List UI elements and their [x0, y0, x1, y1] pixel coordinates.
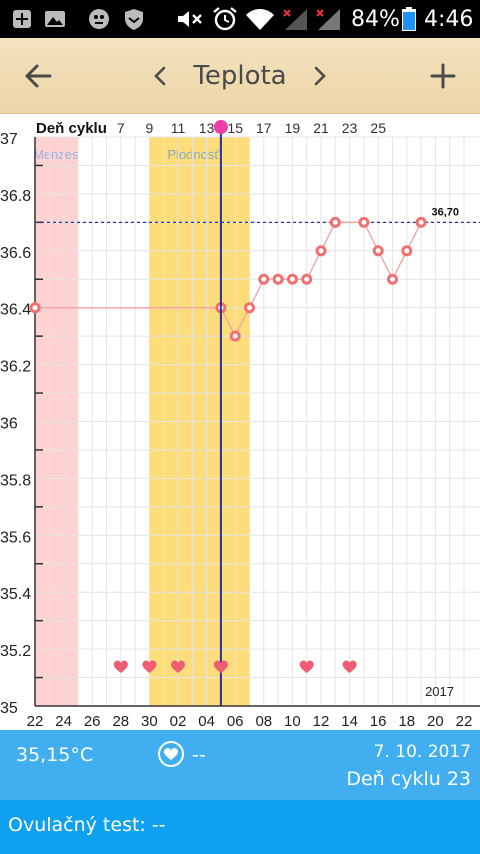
y-tick-label: 35.4 [0, 586, 31, 603]
x-tick-label: 22 [456, 713, 473, 730]
chevron-right-icon [314, 66, 326, 86]
cycle-day-header: Deň cyklu [36, 120, 107, 137]
app-bar: Teplota [0, 38, 480, 114]
previous-button[interactable] [144, 38, 176, 114]
x-tick-label: 30 [141, 713, 158, 730]
current-day-marker[interactable] [213, 120, 228, 134]
x-tick-label: 28 [112, 713, 129, 730]
y-tick-label: 36.4 [0, 302, 31, 319]
temperature-point[interactable] [258, 273, 270, 285]
add-button[interactable] [420, 38, 466, 114]
temperature-point[interactable] [329, 216, 341, 228]
x-tick-label: 18 [398, 713, 415, 730]
signal-icon [283, 9, 307, 30]
info-bar: 35,15°C -- 7. 10. 2017 Deň cyklu 23 [0, 730, 480, 800]
page-title: Teplota [193, 61, 287, 91]
clock: 4:46 [424, 6, 474, 32]
heart-value: -- [192, 744, 206, 766]
cycle-day-value: Deň cyklu 23 [346, 768, 471, 790]
signal-icon-2 [316, 9, 340, 30]
cycle-day-label: 23 [342, 120, 358, 136]
temperature-point[interactable] [358, 216, 370, 228]
date-value: 7. 10. 2017 [373, 742, 471, 762]
x-tick-label: 16 [370, 713, 387, 730]
x-tick-label: 14 [341, 713, 358, 730]
temperature-value: 35,15°C [16, 744, 94, 766]
heart-icon [213, 660, 228, 673]
temperature-point[interactable] [272, 273, 284, 285]
temperature-point[interactable] [301, 273, 313, 285]
mute-icon [178, 11, 202, 27]
temperature-point[interactable] [244, 302, 255, 314]
x-tick-label: 22 [27, 713, 44, 730]
heart-icon [113, 660, 128, 673]
temperature-point[interactable] [401, 245, 413, 257]
x-tick-label: 20 [427, 713, 444, 730]
heart-icon [342, 660, 357, 673]
cycle-day-label: 13 [199, 120, 215, 136]
chevron-left-icon [154, 66, 166, 86]
y-tick-label: 36 [0, 416, 18, 433]
ovulation-bar[interactable]: Ovulačný test: -- [0, 800, 480, 854]
y-tick-label: 35.8 [0, 472, 31, 489]
x-tick-label: 02 [170, 713, 187, 730]
temperature-point[interactable] [387, 273, 398, 285]
arrow-left-icon [25, 64, 52, 88]
cycle-day-label: 17 [256, 120, 272, 136]
shield-icon [125, 9, 143, 30]
cycle-day-label: 9 [146, 120, 154, 136]
temperature-point[interactable] [315, 245, 327, 257]
wifi-icon [246, 9, 274, 30]
y-tick-label: 37 [0, 131, 18, 148]
cycle-day-label: 15 [227, 120, 243, 136]
cycle-day-label: 21 [313, 120, 329, 136]
cycle-day-label: 19 [285, 120, 301, 136]
battery-icon [402, 7, 416, 31]
year-label: 2017 [425, 684, 454, 699]
cover-line-label: 36,70 [431, 206, 459, 218]
y-tick-label: 36.2 [0, 359, 31, 376]
y-tick-label: 35.2 [0, 643, 31, 660]
temperature-point[interactable] [372, 245, 384, 257]
y-tick-label: 36.8 [0, 188, 31, 205]
heart-icon [142, 660, 157, 673]
x-tick-label: 08 [255, 713, 272, 730]
temperature-point[interactable] [229, 330, 241, 342]
add-notification-icon [13, 10, 31, 28]
battery-percent: 84% [351, 6, 400, 32]
status-bar: 84% 4:46 [0, 0, 480, 38]
plus-icon [430, 63, 456, 89]
x-tick-label: 10 [284, 713, 301, 730]
temperature-point[interactable] [415, 216, 427, 228]
temperature-point[interactable] [286, 273, 298, 285]
cycle-day-label: 7 [117, 120, 125, 136]
x-tick-label: 12 [313, 713, 330, 730]
x-tick-label: 26 [84, 713, 101, 730]
next-button[interactable] [304, 38, 336, 114]
y-tick-label: 36.6 [0, 245, 31, 262]
back-button[interactable] [14, 38, 62, 114]
heart-circle-icon[interactable] [157, 740, 185, 768]
heart-icon [299, 660, 314, 673]
y-tick-label: 35 [0, 700, 18, 717]
x-tick-label: 04 [198, 713, 215, 730]
band-label-0: Menzes [33, 147, 79, 162]
temperature-point[interactable] [29, 302, 41, 314]
cycle-day-label: 25 [370, 120, 386, 136]
image-notification-icon [45, 11, 65, 27]
x-tick-label: 06 [227, 713, 244, 730]
temperature-chart[interactable]: Menzes Plodnosť 36,70 37 36.8 36.6 36.4 36.2 3… [0, 114, 480, 730]
app-notification-icon [89, 9, 109, 29]
band-label-1: Plodnosť [167, 147, 219, 162]
x-tick-label: 24 [55, 713, 72, 730]
heart-icon [171, 660, 185, 673]
y-tick-label: 35.6 [0, 529, 31, 546]
ovulation-test-label: Ovulačný test: -- [8, 814, 166, 836]
cycle-day-label: 11 [171, 120, 186, 136]
alarm-icon [213, 7, 237, 31]
